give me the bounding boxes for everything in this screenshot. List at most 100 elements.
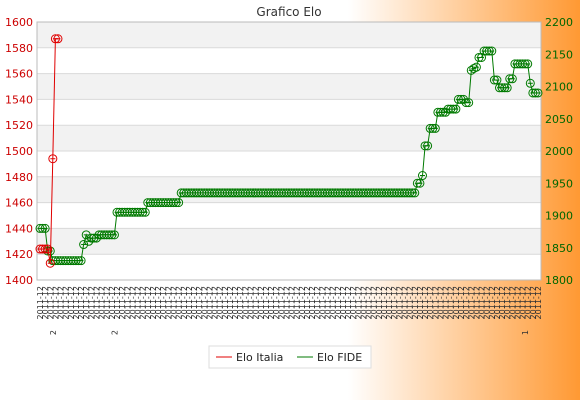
data-point-elo-fide bbox=[523, 59, 533, 69]
x-tick-label: 2011-12 bbox=[98, 286, 107, 319]
data-point-elo-italia bbox=[48, 154, 58, 164]
x-tick-label: 2011-12 bbox=[226, 286, 235, 319]
x-tick-label: 2011-12 bbox=[205, 286, 214, 319]
data-point-elo-fide bbox=[492, 75, 502, 85]
x-tick-label: 2011-12 bbox=[442, 286, 451, 319]
x-tick-label: 2011-12 bbox=[200, 286, 209, 319]
x-tick-label: 2011-12 bbox=[401, 286, 410, 319]
x-tick-label: 2011-12 bbox=[431, 286, 440, 319]
x-tick-label: 2011-12 bbox=[51, 286, 60, 319]
x-tick-label: 2011-12 bbox=[503, 286, 512, 319]
data-point-elo-fide bbox=[423, 141, 433, 151]
data-point-elo-fide bbox=[507, 74, 517, 84]
data-point-elo-fide bbox=[415, 178, 425, 188]
x-tick-label: 2011-12 bbox=[370, 286, 379, 319]
x-tick-label: 2011-12 bbox=[344, 286, 353, 319]
x-tick-label: 2011-12 bbox=[478, 286, 487, 319]
data-point-elo-fide bbox=[441, 107, 451, 117]
data-point-elo-fide bbox=[533, 88, 543, 98]
data-point-elo-fide bbox=[417, 171, 427, 181]
x-tick-label: 2011-12 bbox=[139, 286, 148, 319]
x-tick-label: 2011-12 bbox=[216, 286, 225, 319]
x-tick-label: 2011-12 bbox=[390, 286, 399, 319]
left-tick-label: 1540 bbox=[5, 93, 33, 106]
x-tick-label: 2011-12 bbox=[241, 286, 250, 319]
data-point-elo-fide bbox=[76, 256, 86, 266]
left-tick-label: 1520 bbox=[5, 119, 33, 132]
x-tick-label: 2011-12 bbox=[452, 286, 461, 319]
x-tick-label: 2011-12 bbox=[293, 286, 302, 319]
x-tick-label: 2011-12 bbox=[169, 286, 178, 319]
right-tick-label: 1950 bbox=[545, 177, 573, 190]
x-tick-label: 2011-12 bbox=[211, 286, 220, 319]
left-tick-label: 1420 bbox=[5, 248, 33, 261]
right-tick-label: 2200 bbox=[545, 16, 573, 29]
x-tick-mark-label: 2 bbox=[49, 330, 58, 335]
data-point-elo-fide bbox=[410, 188, 420, 198]
data-point-elo-fide bbox=[487, 46, 497, 56]
x-tick-label: 2011-12 bbox=[277, 286, 286, 319]
x-tick-label: 2011-12 bbox=[395, 286, 404, 319]
data-point-elo-fide bbox=[140, 207, 150, 217]
left-tick-label: 1480 bbox=[5, 171, 33, 184]
data-point-elo-fide bbox=[430, 123, 440, 133]
x-tick-label: 2011-12 bbox=[529, 286, 538, 319]
x-tick-mark-label: 2 bbox=[110, 330, 119, 335]
x-tick-label: 2011-12 bbox=[318, 286, 327, 319]
x-tick-label: 2011-12 bbox=[359, 286, 368, 319]
x-tick-label: 2011-12 bbox=[324, 286, 333, 319]
data-point-elo-fide bbox=[109, 230, 119, 240]
data-point-elo-italia bbox=[45, 258, 55, 268]
x-tick-label: 2011-12 bbox=[190, 286, 199, 319]
x-tick-label: 2011-12 bbox=[406, 286, 415, 319]
plot-band bbox=[37, 47, 541, 74]
x-tick-label: 2011-12 bbox=[113, 286, 122, 319]
data-point-elo-fide bbox=[79, 240, 89, 250]
x-axis-labels: 2011-122011-122011-122011-122011-122011-… bbox=[36, 286, 543, 335]
x-tick-label: 2011-12 bbox=[513, 286, 522, 319]
x-tick-label: 2011-12 bbox=[128, 286, 137, 319]
plot-band bbox=[37, 125, 541, 151]
x-tick-label: 2011-12 bbox=[457, 286, 466, 319]
series-points-elo-italia bbox=[35, 34, 63, 268]
plot-frame bbox=[36, 21, 542, 281]
x-tick-label: 2011-12 bbox=[92, 286, 101, 319]
x-tick-label: 2011-12 bbox=[349, 286, 358, 319]
x-tick-label: 2011-12 bbox=[118, 286, 127, 319]
x-tick-label: 2011-12 bbox=[416, 286, 425, 319]
x-tick-label: 2011-12 bbox=[41, 286, 50, 319]
x-tick-label: 2011-12 bbox=[483, 286, 492, 319]
plot-band bbox=[37, 202, 541, 229]
x-tick-label: 2011-12 bbox=[472, 286, 481, 319]
x-tick-label: 2011-12 bbox=[246, 286, 255, 319]
x-tick-label: 2011-12 bbox=[411, 286, 420, 319]
x-tick-label: 2011-12 bbox=[272, 286, 281, 319]
x-tick-label: 2011-12 bbox=[164, 286, 173, 319]
data-point-elo-fide bbox=[464, 98, 474, 108]
data-point-elo-fide bbox=[471, 62, 481, 72]
legend: Elo Italia Elo FIDE bbox=[208, 345, 372, 369]
x-tick-label: 2011-12 bbox=[488, 286, 497, 319]
chart-title: Grafico Elo bbox=[256, 5, 321, 19]
x-tick-label: 2011-12 bbox=[144, 286, 153, 319]
plot-band bbox=[37, 151, 541, 177]
x-tick-label: 2011-12 bbox=[524, 286, 533, 319]
data-point-elo-fide bbox=[81, 230, 91, 240]
x-tick-label: 2011-12 bbox=[87, 286, 96, 319]
x-tick-label: 2011-12 bbox=[185, 286, 194, 319]
data-point-elo-fide bbox=[459, 94, 469, 104]
right-tick-label: 2100 bbox=[545, 81, 573, 94]
x-tick-label: 2011-12 bbox=[123, 286, 132, 319]
left-tick-label: 1560 bbox=[5, 68, 33, 81]
plot-band bbox=[37, 73, 541, 100]
x-tick-label: 2011-12 bbox=[436, 286, 445, 319]
left-tick-label: 1460 bbox=[5, 197, 33, 210]
x-tick-label: 2011-12 bbox=[308, 286, 317, 319]
x-tick-label: 2011-12 bbox=[221, 286, 230, 319]
x-tick-label: 2011-12 bbox=[375, 286, 384, 319]
x-tick-label: 2011-12 bbox=[462, 286, 471, 319]
x-tick-label: 2011-12 bbox=[159, 286, 168, 319]
x-tick-label: 2011-12 bbox=[257, 286, 266, 319]
legend-label: Elo Italia bbox=[236, 351, 283, 364]
